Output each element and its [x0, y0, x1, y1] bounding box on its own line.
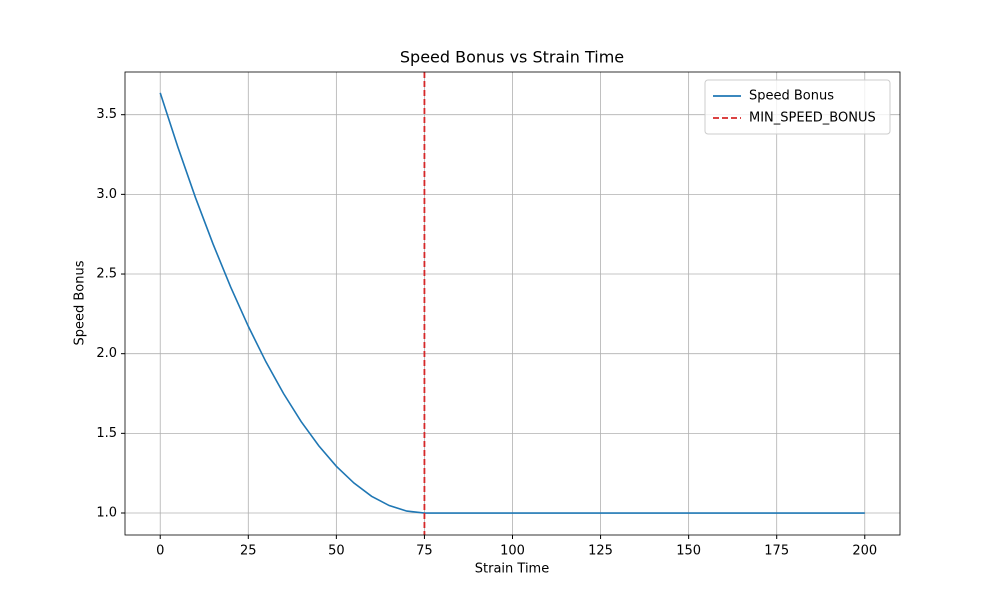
- y-tick-label: 3.0: [96, 187, 117, 202]
- legend-box: [704, 79, 891, 135]
- line-series: [159, 92, 865, 514]
- x-tick-label: 150: [676, 544, 701, 559]
- y-tick-label: 1.5: [96, 426, 117, 441]
- legend-label: Speed Bonus: [749, 89, 834, 104]
- legend-label: MIN_SPEED_BONUS: [749, 111, 876, 126]
- x-tick-label: 75: [416, 544, 433, 559]
- x-tick-label: 0: [156, 544, 164, 559]
- y-axis-label: Speed Bonus: [73, 260, 88, 345]
- x-tick-label: 50: [328, 544, 345, 559]
- y-tick-label: 2.5: [96, 267, 117, 282]
- x-tick-label: 125: [588, 544, 613, 559]
- y-tick-label: 1.0: [96, 506, 117, 521]
- y-tick-label: 3.5: [96, 107, 117, 122]
- x-tick-label: 200: [852, 544, 877, 559]
- x-tick-label: 175: [764, 544, 789, 559]
- plot-frame: [124, 71, 901, 536]
- x-tick-label: 25: [240, 544, 257, 559]
- x-tick-label: 100: [500, 544, 525, 559]
- x-axis-label: Strain Time: [475, 562, 549, 577]
- chart-title: Speed Bonus vs Strain Time: [400, 48, 624, 67]
- y-tick-label: 2.0: [96, 346, 117, 361]
